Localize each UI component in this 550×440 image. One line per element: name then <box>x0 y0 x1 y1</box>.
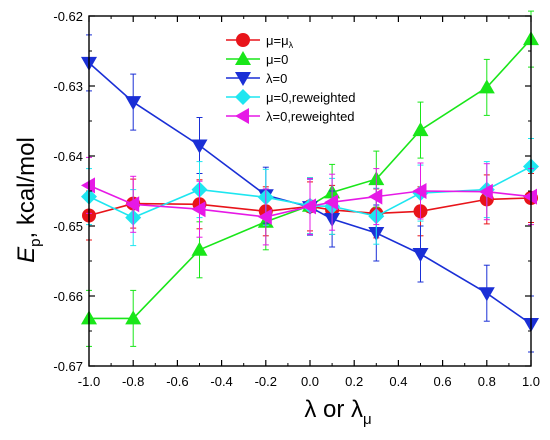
y-axis-title-main: E <box>13 246 40 263</box>
x-axis-title-sub: μ <box>363 411 372 428</box>
x-tick-label: -0.6 <box>166 374 188 389</box>
legend-item-1: μ=μλ <box>226 33 294 50</box>
x-tick-label: 0.4 <box>389 374 407 389</box>
data-point <box>125 96 142 111</box>
legend: μ=μλ μ=0 λ=0 μ=0,reweighted λ=0,reweighted <box>226 33 356 124</box>
y-axis-title-rest: , kcal/mol <box>13 137 40 238</box>
data-point <box>412 248 429 262</box>
legend-label: λ=0 <box>266 71 287 86</box>
legend-marker <box>235 89 251 105</box>
data-point <box>478 183 493 200</box>
legend-label: λ=0,reweighted <box>266 109 355 124</box>
x-tick-label: 0.2 <box>345 374 363 389</box>
series-line <box>88 184 532 218</box>
data-point <box>125 196 140 213</box>
series-line <box>88 62 532 325</box>
data-point <box>478 79 495 94</box>
data-point <box>191 139 208 154</box>
legend-label: μ=0,reweighted <box>266 90 356 105</box>
legend-marker <box>235 51 251 65</box>
data-point <box>191 241 208 256</box>
legend-marker <box>236 33 250 47</box>
legend-item-2: μ=0 <box>226 51 288 67</box>
x-tick-label: -0.8 <box>122 374 144 389</box>
legend-item-3: λ=0 <box>226 71 287 86</box>
x-tick-label: 1.0 <box>522 374 540 389</box>
legend-label: μ=μλ <box>266 33 294 50</box>
x-tick-label: 0.8 <box>478 374 496 389</box>
series-line <box>89 38 532 320</box>
x-tick-label: -1.0 <box>78 374 100 389</box>
y-tick-label: -0.64 <box>53 149 83 164</box>
x-tick-label: -0.4 <box>210 374 232 389</box>
y-tick-label: -0.66 <box>53 289 83 304</box>
data-point <box>81 177 95 194</box>
x-axis-title: λ or λμ <box>304 396 371 428</box>
y-axis-title-sub: p <box>27 239 44 247</box>
data-point <box>368 188 383 205</box>
x-tick-label: -0.2 <box>255 374 277 389</box>
legend-marker <box>235 108 249 124</box>
legend-item-4: μ=0,reweighted <box>226 89 356 105</box>
data-point <box>523 188 537 205</box>
series-5 <box>81 156 537 246</box>
y-tick-label: -0.65 <box>53 219 83 234</box>
legend-label: μ=0 <box>266 52 288 67</box>
data-point <box>191 201 206 218</box>
axes-layer: -1.0 -0.8 -0.6 -0.4 -0.2 0.0 0.2 0.4 0.6 0.8 1.0 -0… <box>53 9 540 389</box>
legend-marker <box>235 72 251 86</box>
data-point <box>302 198 316 215</box>
data-point <box>324 194 339 211</box>
data-point <box>125 310 142 325</box>
y-axis-title: Ep, kcal/mol <box>13 137 44 263</box>
data-point <box>412 122 429 137</box>
x-tick-label: 0.0 <box>301 374 319 389</box>
legend-item-5: λ=0,reweighted <box>226 108 355 124</box>
y-tick-label: -0.67 <box>53 359 83 374</box>
x-axis-title-main: λ or λ <box>304 396 363 423</box>
y-tick-label: -0.62 <box>53 9 83 24</box>
data-point <box>478 287 495 302</box>
data-point <box>257 208 272 225</box>
y-tick-label: -0.63 <box>53 79 83 94</box>
data-point <box>412 183 427 199</box>
x-tick-label: 0.6 <box>434 374 452 389</box>
